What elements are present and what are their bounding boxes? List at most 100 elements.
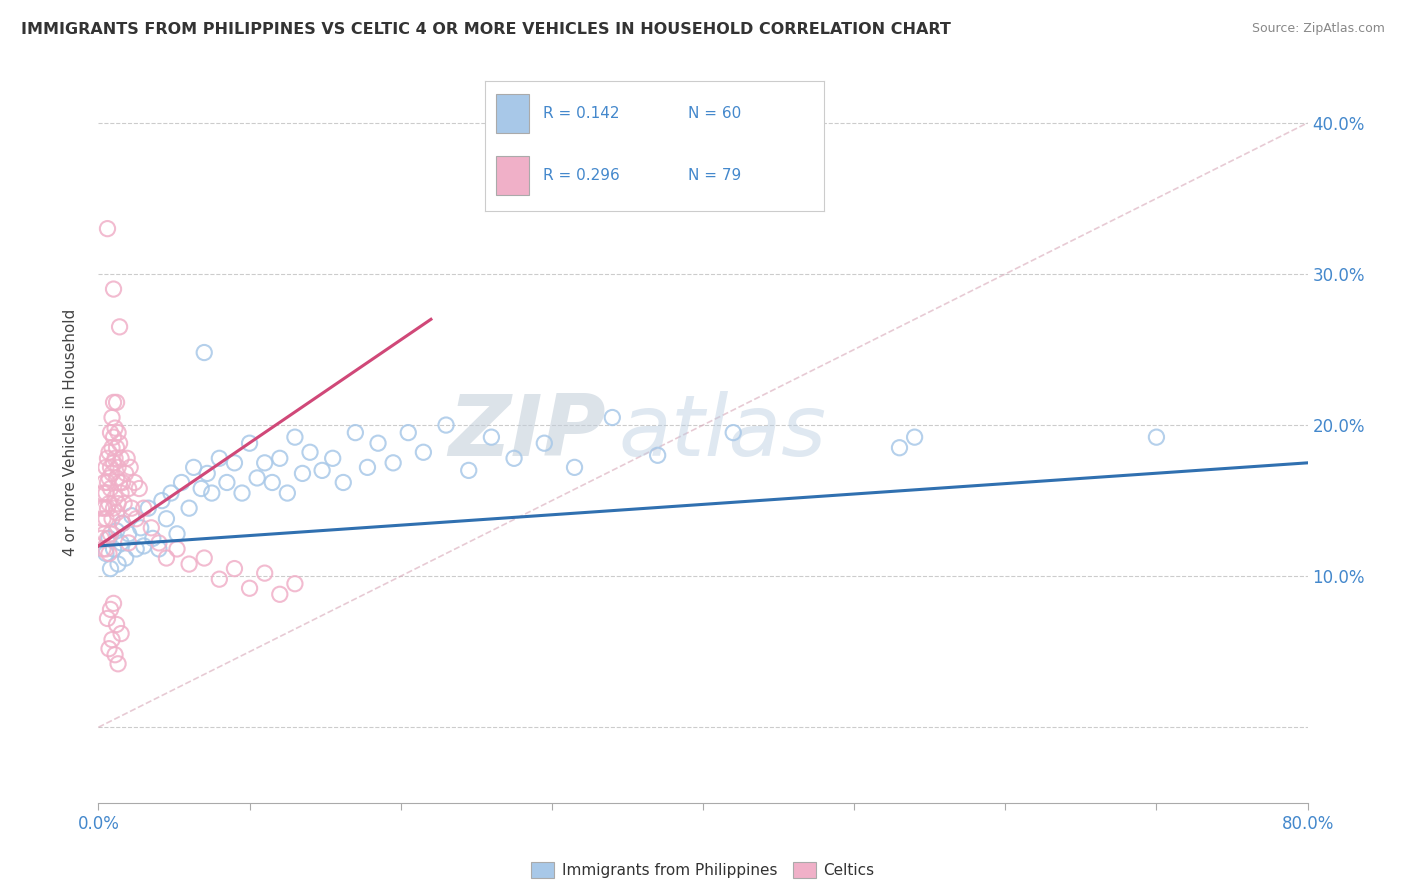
Point — [100, 602, 122, 616]
Point — [100, 460, 122, 475]
Point — [96, 475, 118, 490]
Point — [148, 541, 170, 556]
Point — [96, 451, 118, 466]
Point — [110, 626, 132, 640]
Point — [125, 512, 148, 526]
Point — [108, 475, 131, 490]
Point — [344, 425, 367, 440]
Point — [98, 532, 121, 546]
Point — [1144, 430, 1167, 444]
Point — [96, 532, 118, 546]
Point — [179, 557, 201, 571]
Point — [208, 572, 231, 586]
Point — [457, 463, 479, 477]
Point — [105, 617, 128, 632]
Point — [564, 460, 586, 475]
Point — [215, 475, 238, 490]
Legend: Immigrants from Philippines, Celtics: Immigrants from Philippines, Celtics — [526, 855, 880, 884]
Point — [100, 526, 122, 541]
Point — [160, 486, 183, 500]
Point — [93, 475, 115, 490]
Point — [124, 475, 146, 490]
Point — [141, 521, 163, 535]
Point — [136, 501, 159, 516]
Point — [91, 512, 114, 526]
Point — [120, 460, 142, 475]
Point — [193, 345, 215, 359]
Point — [166, 541, 188, 556]
Point — [299, 445, 322, 459]
Point — [356, 460, 378, 475]
Point — [904, 430, 927, 444]
Point — [94, 512, 117, 526]
Point — [93, 501, 115, 516]
Point — [481, 430, 503, 444]
Point — [246, 471, 269, 485]
Point — [104, 451, 127, 466]
Point — [239, 581, 262, 595]
Point — [284, 576, 307, 591]
Point — [322, 451, 344, 466]
Point — [129, 521, 152, 535]
Point — [602, 410, 624, 425]
Point — [125, 541, 148, 556]
Point — [114, 467, 136, 481]
Point — [107, 557, 129, 571]
Point — [101, 410, 124, 425]
Point — [104, 421, 127, 435]
Point — [311, 463, 333, 477]
Point — [100, 425, 122, 440]
Point — [132, 539, 155, 553]
Point — [111, 516, 134, 531]
Point — [190, 482, 212, 496]
Point — [118, 536, 141, 550]
Point — [93, 526, 115, 541]
Point — [142, 532, 165, 546]
Text: IMMIGRANTS FROM PHILIPPINES VS CELTIC 4 OR MORE VEHICLES IN HOUSEHOLD CORRELATIO: IMMIGRANTS FROM PHILIPPINES VS CELTIC 4 … — [21, 22, 950, 37]
Point — [253, 456, 276, 470]
Point — [110, 536, 132, 550]
Point — [105, 506, 128, 520]
Point — [98, 497, 121, 511]
Point — [107, 425, 129, 440]
Point — [262, 475, 284, 490]
Point — [98, 547, 121, 561]
Point — [104, 648, 127, 662]
Point — [115, 451, 138, 466]
Point — [276, 486, 298, 500]
Text: Source: ZipAtlas.com: Source: ZipAtlas.com — [1251, 22, 1385, 36]
Point — [90, 532, 112, 546]
Point — [110, 486, 132, 500]
Point — [103, 501, 125, 516]
Point — [105, 524, 128, 538]
Point — [253, 566, 276, 581]
Point — [382, 456, 405, 470]
Point — [183, 460, 205, 475]
Point — [121, 508, 143, 523]
Point — [231, 486, 253, 500]
Point — [96, 501, 118, 516]
Point — [332, 475, 354, 490]
Point — [396, 425, 419, 440]
Point — [101, 632, 124, 647]
Point — [105, 395, 128, 409]
Point — [110, 451, 132, 466]
Point — [503, 451, 526, 466]
Point — [96, 221, 118, 235]
Y-axis label: 4 or more Vehicles in Household: 4 or more Vehicles in Household — [63, 309, 77, 557]
Point — [118, 482, 141, 496]
Point — [723, 425, 745, 440]
Point — [112, 497, 135, 511]
Point — [103, 430, 125, 444]
Point — [103, 596, 125, 610]
Point — [647, 448, 669, 462]
Point — [889, 441, 911, 455]
Point — [91, 541, 114, 556]
Point — [155, 551, 177, 566]
Point — [291, 467, 314, 481]
Point — [111, 516, 134, 531]
Point — [94, 460, 117, 475]
Text: ZIP: ZIP — [449, 391, 606, 475]
Point — [103, 282, 125, 296]
Point — [105, 441, 128, 455]
